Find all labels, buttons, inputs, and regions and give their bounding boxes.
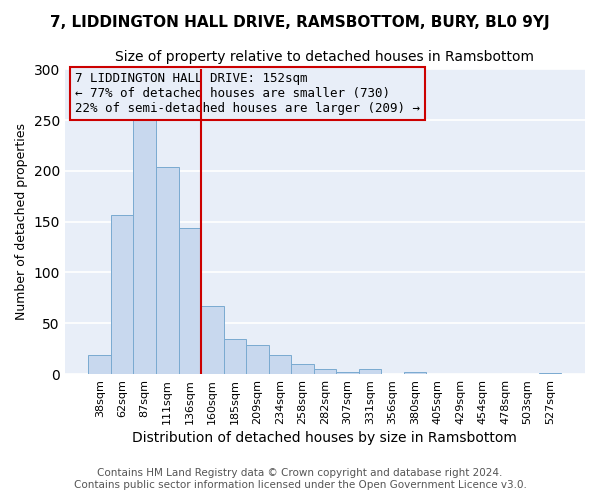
Bar — [291, 364, 314, 374]
Text: 7 LIDDINGTON HALL DRIVE: 152sqm
← 77% of detached houses are smaller (730)
22% o: 7 LIDDINGTON HALL DRIVE: 152sqm ← 77% of… — [75, 72, 420, 116]
Bar — [539, 373, 562, 374]
Y-axis label: Number of detached properties: Number of detached properties — [15, 123, 28, 320]
Bar — [111, 214, 133, 374]
X-axis label: Distribution of detached houses by size in Ramsbottom: Distribution of detached houses by size … — [133, 431, 517, 445]
Bar — [359, 369, 381, 374]
Bar — [179, 228, 201, 374]
Text: 7, LIDDINGTON HALL DRIVE, RAMSBOTTOM, BURY, BL0 9YJ: 7, LIDDINGTON HALL DRIVE, RAMSBOTTOM, BU… — [50, 15, 550, 30]
Bar — [336, 372, 359, 374]
Bar — [224, 338, 246, 374]
Title: Size of property relative to detached houses in Ramsbottom: Size of property relative to detached ho… — [115, 50, 535, 64]
Bar — [246, 344, 269, 374]
Text: Contains HM Land Registry data © Crown copyright and database right 2024.
Contai: Contains HM Land Registry data © Crown c… — [74, 468, 526, 490]
Bar — [156, 167, 179, 374]
Bar — [314, 369, 336, 374]
Bar — [404, 372, 426, 374]
Bar — [133, 120, 156, 374]
Bar — [269, 355, 291, 374]
Bar — [88, 355, 111, 374]
Bar — [201, 306, 224, 374]
